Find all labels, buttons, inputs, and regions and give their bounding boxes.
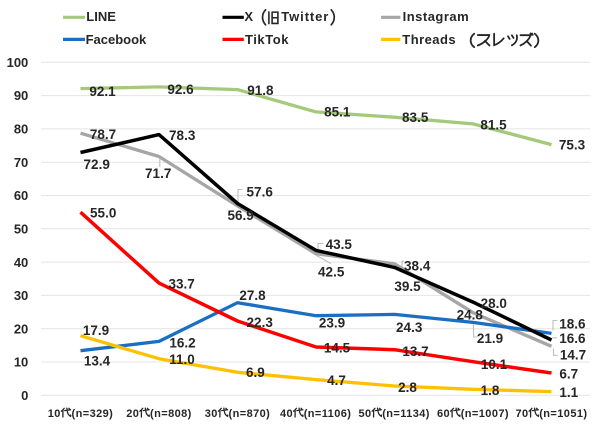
svg-text:TikTok: TikTok: [245, 32, 289, 47]
svg-text:Threads: Threads: [402, 32, 456, 47]
svg-text:21.9: 21.9: [477, 331, 503, 346]
svg-text:14.5: 14.5: [324, 341, 351, 356]
svg-text:50: 50: [14, 222, 28, 237]
svg-text:71.7: 71.7: [145, 166, 171, 181]
svg-text:(n=870): (n=870): [229, 408, 271, 420]
svg-text:24.3: 24.3: [396, 320, 423, 335]
svg-text:6.9: 6.9: [246, 365, 265, 380]
svg-text:23.9: 23.9: [319, 315, 345, 330]
svg-text:22.3: 22.3: [247, 315, 274, 330]
svg-text:33.7: 33.7: [168, 277, 194, 292]
svg-text:X: X: [244, 9, 253, 24]
svg-text:10: 10: [14, 355, 28, 370]
svg-text:Twitter: Twitter: [281, 9, 329, 24]
svg-text:100: 100: [7, 55, 29, 70]
svg-text:27.8: 27.8: [239, 288, 266, 303]
svg-text:60: 60: [14, 188, 28, 203]
svg-text:72.9: 72.9: [84, 157, 110, 172]
svg-text:(n=1051): (n=1051): [539, 408, 587, 420]
svg-text:17.9: 17.9: [83, 323, 109, 338]
svg-text:55.0: 55.0: [90, 205, 116, 220]
svg-text:16.6: 16.6: [559, 331, 586, 346]
svg-text:18.6: 18.6: [559, 317, 586, 332]
svg-text:LINE: LINE: [86, 9, 116, 24]
svg-text:40: 40: [14, 255, 28, 270]
svg-text:42.5: 42.5: [318, 264, 345, 279]
svg-text:16.2: 16.2: [169, 336, 195, 351]
svg-text:11.0: 11.0: [169, 352, 195, 367]
svg-text:(n=808): (n=808): [150, 408, 192, 420]
svg-text:78.3: 78.3: [169, 128, 196, 143]
svg-text:56.9: 56.9: [227, 208, 253, 223]
svg-text:10.1: 10.1: [481, 357, 508, 372]
svg-text:(n=1007): (n=1007): [461, 408, 509, 420]
svg-text:75.3: 75.3: [559, 137, 586, 152]
svg-text:70: 70: [516, 408, 529, 420]
svg-text:83.5: 83.5: [402, 110, 429, 125]
svg-text:30: 30: [205, 408, 218, 420]
svg-text:92.6: 92.6: [167, 82, 194, 97]
svg-text:57.6: 57.6: [247, 185, 274, 200]
svg-text:(n=329): (n=329): [72, 408, 114, 420]
svg-text:(n=1106): (n=1106): [304, 408, 352, 420]
svg-text:13.7: 13.7: [402, 344, 428, 359]
svg-text:Instagram: Instagram: [403, 9, 470, 24]
svg-text:92.1: 92.1: [89, 84, 116, 99]
svg-text:50: 50: [359, 408, 372, 420]
svg-text:20: 20: [14, 321, 28, 336]
svg-text:10: 10: [48, 408, 61, 420]
svg-text:85.1: 85.1: [324, 105, 351, 120]
svg-text:4.7: 4.7: [327, 373, 346, 388]
svg-text:13.4: 13.4: [84, 353, 111, 368]
svg-text:24.8: 24.8: [457, 307, 484, 322]
svg-text:91.8: 91.8: [247, 83, 274, 98]
svg-text:80: 80: [14, 122, 28, 137]
svg-text:6.7: 6.7: [559, 367, 578, 382]
svg-text:14.7: 14.7: [560, 347, 586, 362]
svg-text:1.1: 1.1: [559, 385, 578, 400]
svg-text:81.5: 81.5: [480, 117, 507, 132]
svg-text:38.4: 38.4: [404, 258, 431, 273]
svg-text:90: 90: [14, 88, 28, 103]
svg-text:39.5: 39.5: [394, 279, 421, 294]
svg-text:70: 70: [14, 155, 28, 170]
svg-text:28.0: 28.0: [481, 296, 507, 311]
svg-text:2.8: 2.8: [398, 380, 417, 395]
svg-text:Facebook: Facebook: [86, 32, 147, 47]
svg-text:0: 0: [21, 388, 28, 403]
svg-text:43.5: 43.5: [326, 237, 353, 252]
svg-text:40: 40: [280, 408, 293, 420]
svg-text:60: 60: [437, 408, 450, 420]
svg-text:78.7: 78.7: [90, 127, 116, 142]
svg-text:20: 20: [126, 408, 139, 420]
svg-text:(n=1134): (n=1134): [382, 408, 430, 420]
svg-text:30: 30: [14, 288, 28, 303]
svg-text:1.8: 1.8: [481, 383, 500, 398]
